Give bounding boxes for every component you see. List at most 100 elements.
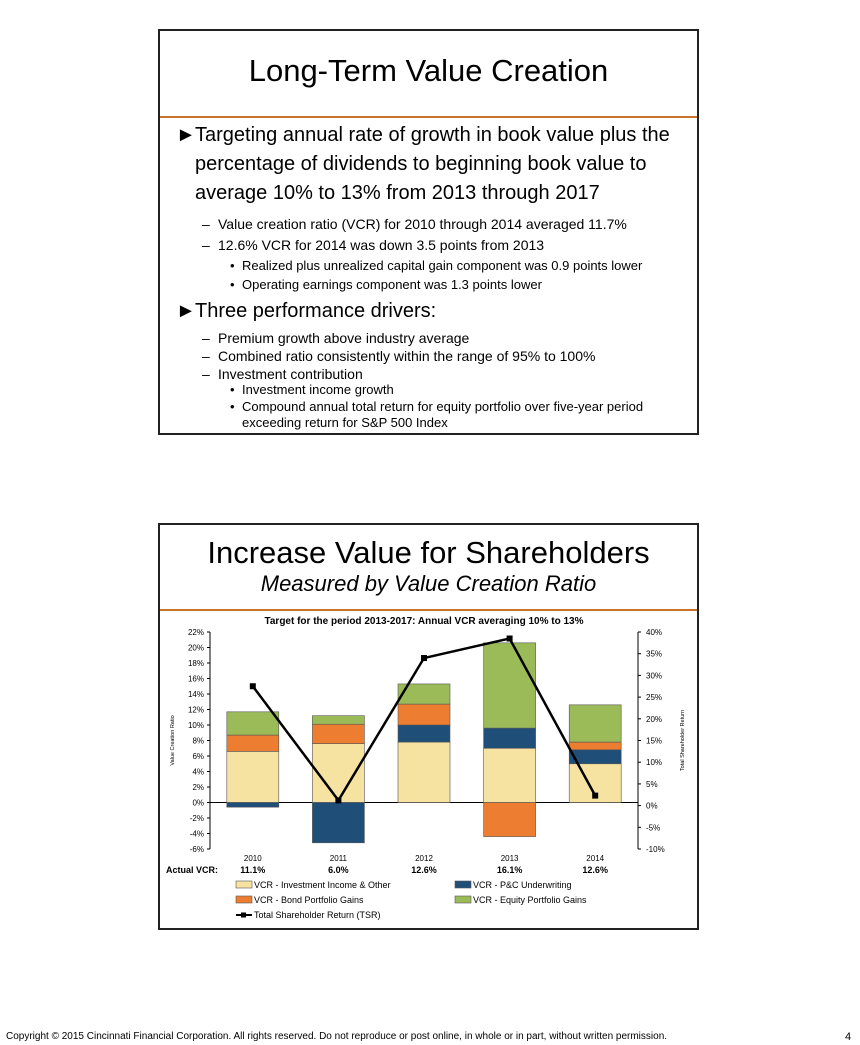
legend-label: VCR - Equity Portfolio Gains <box>473 895 587 905</box>
sub-bullet: – Value creation ratio (VCR) for 2010 th… <box>202 215 627 233</box>
y-tick-label: 12% <box>188 706 204 715</box>
bar-segment <box>483 642 536 729</box>
vcr-chart: Target for the period 2013-2017: Annual … <box>166 616 686 920</box>
bar-segment <box>483 747 536 803</box>
y2-tick-label: 0% <box>646 802 658 811</box>
bullet-text: Three performance drivers: <box>195 300 437 322</box>
dot-marker: • <box>230 382 235 397</box>
copyright-footer: Copyright © 2015 Cincinnati Financial Co… <box>6 1031 668 1042</box>
y-tick-label: -2% <box>190 814 204 823</box>
bar-segment <box>397 703 451 726</box>
title-divider <box>160 116 697 118</box>
y-tick-label: 18% <box>188 659 204 668</box>
triangle-bullet-icon: ► <box>176 300 196 322</box>
bullet-targeting: ► Targeting annual rate of growth in boo… <box>176 121 681 208</box>
y-tick-label: 10% <box>188 721 204 730</box>
y2-tick-label: 5% <box>646 780 658 789</box>
y-tick-label: 20% <box>188 644 204 653</box>
bar-segment <box>312 743 365 803</box>
sub-bullet-text: Value creation ratio (VCR) for 2010 thro… <box>218 216 627 232</box>
y2-tick-label: 35% <box>646 650 662 659</box>
sub-sub-bullet-text: Compound annual total return for equity … <box>242 399 644 430</box>
sub-sub-bullet-text: Operating earnings component was 1.3 poi… <box>242 277 542 292</box>
bar-segment <box>226 802 280 808</box>
bullet-text: Targeting annual rate of growth in book … <box>195 124 670 204</box>
bar-segment <box>568 741 622 751</box>
legend-label: VCR - Bond Portfolio Gains <box>254 895 364 905</box>
sub-bullet-text: Combined ratio consistently within the r… <box>218 348 596 364</box>
x-tick-label: 2012 <box>415 854 433 863</box>
bar-segment <box>397 724 451 743</box>
bar-segment <box>226 751 280 803</box>
sub-bullet-text: Investment contribution <box>218 366 363 382</box>
actual-vcr-value: 11.1% <box>240 865 265 875</box>
slide-subtitle: Measured by Value Creation Ratio <box>260 571 597 596</box>
sub-bullet: – Combined ratio consistently within the… <box>202 347 595 365</box>
bar-segment <box>483 802 536 837</box>
bar-segment <box>397 683 451 705</box>
bar-segment <box>226 711 280 736</box>
legend-label: Total Shareholder Return (TSR) <box>254 910 381 920</box>
tsr-point <box>506 635 513 642</box>
actual-vcr-value: 12.6% <box>582 865 608 875</box>
y2-tick-label: 40% <box>646 628 662 637</box>
actual-vcr-value: 6.0% <box>328 865 349 875</box>
dash-marker: – <box>202 237 210 253</box>
legend-swatch <box>235 880 253 889</box>
y-tick-label: 2% <box>192 783 204 792</box>
dash-marker: – <box>202 216 210 232</box>
bar-segment <box>483 727 536 749</box>
y2-tick-label: -10% <box>646 845 665 854</box>
actual-vcr-value: 12.6% <box>411 865 437 875</box>
y-axis-label: Value Creation Ratio <box>170 715 176 765</box>
sub-sub-bullet: • Realized plus unrealized capital gain … <box>230 258 670 274</box>
y2-tick-label: 25% <box>646 693 662 702</box>
sub-sub-bullet-text: Investment income growth <box>242 382 394 397</box>
y2-tick-label: 15% <box>646 737 662 746</box>
sub-sub-bullet: • Compound annual total return for equit… <box>230 399 670 431</box>
title-divider <box>160 609 697 611</box>
slide-increase-value: Increase Value for Shareholders Measured… <box>158 523 699 930</box>
dash-marker: – <box>202 366 210 382</box>
y-tick-label: 16% <box>188 675 204 684</box>
sub-bullet-text: Premium growth above industry average <box>218 330 470 346</box>
x-tick-label: 2011 <box>330 854 348 863</box>
tsr-point <box>421 655 427 662</box>
bar-segment <box>397 741 451 803</box>
y2-tick-label: 10% <box>646 758 662 767</box>
legend-swatch <box>454 895 472 904</box>
x-tick-label: 2014 <box>586 854 604 863</box>
y2-tick-label: 30% <box>646 671 662 680</box>
bullet-performance-drivers: ► Three performance drivers: <box>176 297 681 326</box>
bar-segment <box>312 802 365 844</box>
legend-label: VCR - Investment Income & Other <box>254 880 391 890</box>
page-number: 4 <box>845 1031 852 1043</box>
y-tick-label: 0% <box>192 799 204 808</box>
sub-bullet: – Premium growth above industry average <box>202 329 469 347</box>
y-tick-label: 6% <box>192 752 204 761</box>
x-tick-label: 2010 <box>244 854 262 863</box>
dot-marker: • <box>230 258 235 273</box>
bar-segment <box>226 734 280 752</box>
y-tick-label: 4% <box>192 768 204 777</box>
sub-bullet: – Investment contribution <box>202 365 363 383</box>
legend-label: VCR - P&C Underwriting <box>473 880 572 890</box>
y-tick-label: 22% <box>188 628 204 637</box>
slide-title: Increase Value for Shareholders <box>207 535 650 570</box>
y-tick-label: -6% <box>190 845 204 854</box>
dash-marker: – <box>202 330 210 346</box>
bar-segment <box>312 723 365 744</box>
sub-bullet: – 12.6% VCR for 2014 was down 3.5 points… <box>202 236 544 254</box>
slide-title: Long-Term Value Creation <box>248 53 609 88</box>
dot-marker: • <box>230 399 235 414</box>
tsr-point <box>249 683 256 690</box>
sub-sub-bullet: • Operating earnings component was 1.3 p… <box>230 277 670 293</box>
slide-long-term-value-creation: Long-Term Value Creation ► Targeting ann… <box>158 29 699 435</box>
bar-segment <box>568 704 622 743</box>
sub-sub-bullet-text: Realized plus unrealized capital gain co… <box>242 258 643 273</box>
dot-marker: • <box>230 277 235 292</box>
chart-title: Target for the period 2013-2017: Annual … <box>265 616 584 627</box>
y-tick-label: -4% <box>190 830 204 839</box>
actual-vcr-value: 16.1% <box>497 865 523 875</box>
actual-vcr-label: Actual VCR: <box>166 865 218 875</box>
